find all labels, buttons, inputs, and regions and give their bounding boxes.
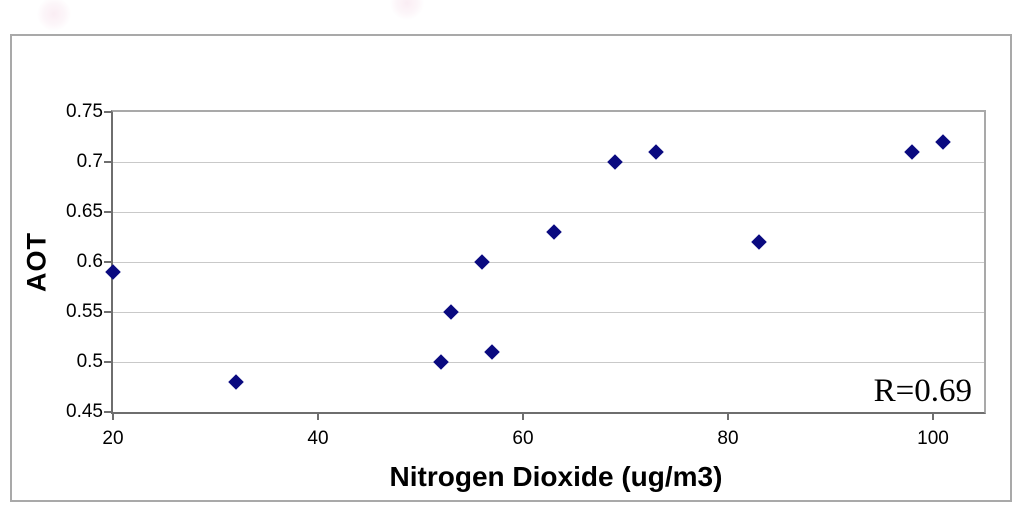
horizontal-gridline (113, 162, 984, 163)
y-axis-tick (104, 161, 111, 163)
x-axis-tick (317, 414, 319, 420)
data-point-marker (648, 144, 664, 160)
data-point-marker (474, 254, 490, 270)
y-tick-label: 0.6 (76, 251, 103, 272)
x-axis-tick (522, 414, 524, 420)
x-tick-label: 40 (307, 428, 329, 449)
data-point-marker (228, 374, 244, 390)
horizontal-gridline (113, 362, 984, 363)
watermark-smudge (37, 0, 71, 31)
x-axis-tick (932, 414, 934, 420)
y-axis-title: AOT (21, 232, 52, 292)
y-tick-label: 0.65 (66, 201, 103, 222)
y-axis-tick (104, 311, 111, 313)
horizontal-gridline (113, 312, 984, 313)
horizontal-gridline (113, 212, 984, 213)
x-axis-title: Nitrogen Dioxide (ug/m3) (389, 461, 723, 492)
x-tick-label: 60 (512, 428, 534, 449)
x-axis-tick (727, 414, 729, 420)
data-point-marker (904, 144, 920, 160)
y-axis-tick (104, 111, 111, 113)
y-axis-tick (104, 411, 111, 413)
data-point-marker (751, 234, 767, 250)
correlation-annotation: R=0.69 (873, 373, 972, 409)
plot-area (105, 110, 986, 414)
y-axis-tick (104, 211, 111, 213)
data-point-marker (607, 154, 623, 170)
y-tick-label: 0.5 (76, 351, 103, 372)
y-tick-label: 0.7 (76, 151, 103, 172)
x-tick-label: 100 (917, 428, 949, 449)
data-point-marker (443, 304, 459, 320)
data-point-marker (935, 134, 951, 150)
y-tick-label: 0.55 (66, 301, 103, 322)
data-point-marker (484, 344, 500, 360)
x-tick-label: 80 (717, 428, 739, 449)
y-tick-label: 0.45 (66, 401, 103, 422)
data-point-marker (546, 224, 562, 240)
y-axis-tick (104, 261, 111, 263)
horizontal-gridline (113, 262, 984, 263)
data-point-marker (433, 354, 449, 370)
y-axis-tick (104, 361, 111, 363)
y-tick-label: 0.75 (66, 101, 103, 122)
watermark-smudge (390, 0, 424, 20)
x-tick-label: 20 (102, 428, 124, 449)
x-axis-tick (112, 414, 114, 420)
